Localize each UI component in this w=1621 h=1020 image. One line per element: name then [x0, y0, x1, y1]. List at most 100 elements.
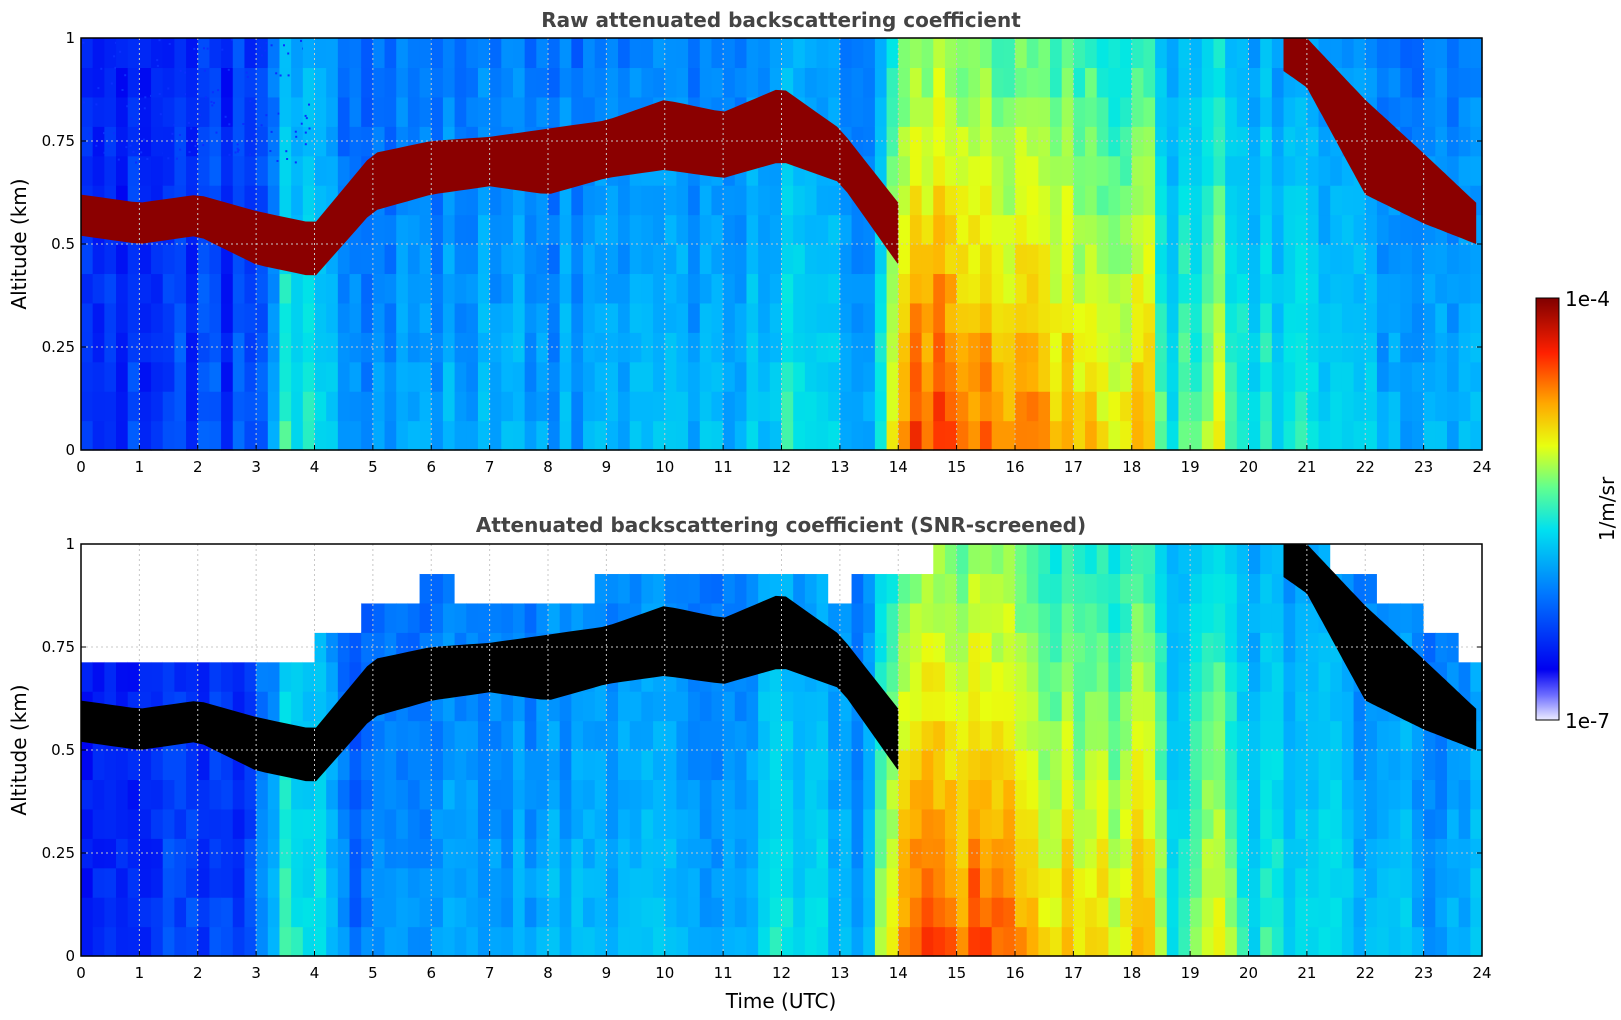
heatmap-cell: [232, 96, 246, 127]
noise-speckle: [242, 123, 245, 125]
heatmap-cell: [197, 897, 211, 928]
heatmap-cell: [1388, 302, 1401, 333]
heatmap-cell: [244, 897, 257, 928]
heatmap-cell: [1155, 361, 1168, 392]
heatmap-cell: [466, 779, 479, 810]
heatmap-cell: [699, 838, 713, 869]
heatmap-cell: [536, 96, 549, 127]
heatmap-cell: [804, 808, 818, 839]
heatmap-cell: [162, 867, 176, 898]
heatmap-cell: [583, 838, 596, 869]
heatmap-cell: [793, 185, 806, 216]
heatmap-cell: [116, 867, 129, 898]
heatmap-cell: [1178, 602, 1191, 633]
heatmap-cell: [956, 779, 969, 810]
heatmap-cell: [221, 67, 234, 98]
heatmap-cell: [116, 244, 129, 275]
heatmap-cell: [909, 302, 923, 333]
heatmap-cell: [1458, 126, 1471, 157]
heatmap-cell: [991, 602, 1004, 633]
heatmap-cell: [921, 302, 934, 333]
heatmap-cell: [1085, 302, 1098, 333]
heatmap-cell: [968, 185, 981, 216]
x-tick-label: 18: [1122, 458, 1141, 476]
heatmap-cell: [979, 155, 993, 186]
heatmap-cell: [1085, 244, 1098, 275]
heatmap-cell: [1260, 897, 1273, 928]
heatmap-cell: [174, 779, 187, 810]
heatmap-cell: [816, 897, 829, 928]
heatmap-cell: [1155, 214, 1168, 245]
heatmap-cell: [1376, 332, 1390, 363]
heatmap-cell: [1143, 926, 1156, 957]
heatmap-cell: [699, 38, 713, 69]
noise-speckle: [117, 158, 120, 161]
heatmap-cell: [151, 273, 164, 304]
heatmap-cell: [81, 302, 94, 333]
heatmap-cell: [1341, 38, 1355, 69]
heatmap-cell: [629, 750, 643, 781]
noise-speckle: [253, 133, 256, 136]
heatmap-cell: [1271, 420, 1285, 451]
heatmap-cell: [524, 691, 537, 722]
heatmap-cell: [944, 779, 958, 810]
heatmap-cell: [898, 838, 911, 869]
heatmap-cell: [804, 926, 818, 957]
heatmap-cell: [151, 96, 164, 127]
heatmap-cell: [1120, 897, 1133, 928]
heatmap-cell: [267, 155, 281, 186]
heatmap-cell: [501, 926, 514, 957]
heatmap-cell: [769, 926, 783, 957]
heatmap-cell: [1015, 779, 1028, 810]
heatmap-cell: [209, 244, 222, 275]
heatmap-cell: [279, 391, 292, 422]
heatmap-cell: [501, 391, 514, 422]
heatmap-cell: [302, 391, 316, 422]
heatmap-cell: [851, 67, 864, 98]
heatmap-cell: [769, 38, 783, 69]
heatmap-cell: [559, 779, 572, 810]
heatmap-cell: [944, 691, 958, 722]
heatmap-cell: [559, 420, 572, 451]
heatmap-cell: [944, 926, 958, 957]
heatmap-cell: [723, 750, 736, 781]
y-tick-label: 1: [65, 29, 75, 47]
heatmap-cell: [909, 96, 923, 127]
heatmap-cell: [828, 838, 841, 869]
heatmap-cell: [758, 897, 771, 928]
heatmap-cell: [1213, 661, 1226, 692]
heatmap-cell: [267, 96, 281, 127]
heatmap-cell: [1108, 67, 1121, 98]
heatmap-cell: [618, 544, 631, 575]
heatmap-cell: [583, 185, 596, 216]
noise-speckle: [304, 114, 307, 117]
heatmap-cell: [793, 544, 806, 575]
heatmap-cell: [244, 420, 257, 451]
heatmap-cell: [944, 67, 958, 98]
heatmap-cell: [1365, 720, 1378, 751]
heatmap-cell: [431, 544, 444, 575]
heatmap-cell: [232, 779, 246, 810]
heatmap-cell: [1236, 420, 1250, 451]
heatmap-cell: [1108, 38, 1121, 69]
heatmap-cell: [267, 273, 281, 304]
heatmap-cell: [174, 244, 187, 275]
heatmap-cell: [104, 838, 117, 869]
heatmap-cell: [1446, 632, 1460, 663]
heatmap-cell: [1330, 544, 1343, 575]
heatmap-cell: [1015, 897, 1028, 928]
heatmap-cell: [594, 302, 607, 333]
heatmap-cell: [874, 544, 888, 575]
heatmap-cell: [1120, 808, 1133, 839]
heatmap-cell: [244, 273, 257, 304]
heatmap-cell: [606, 302, 619, 333]
heatmap-cell: [1201, 573, 1215, 604]
heatmap-cell: [898, 391, 911, 422]
heatmap-cell: [1470, 67, 1483, 98]
heatmap-cell: [244, 361, 257, 392]
heatmap-cell: [1248, 838, 1261, 869]
heatmap-cell: [734, 573, 748, 604]
heatmap-cell: [676, 867, 689, 898]
heatmap-cell: [1120, 391, 1133, 422]
heatmap-cell: [477, 185, 491, 216]
